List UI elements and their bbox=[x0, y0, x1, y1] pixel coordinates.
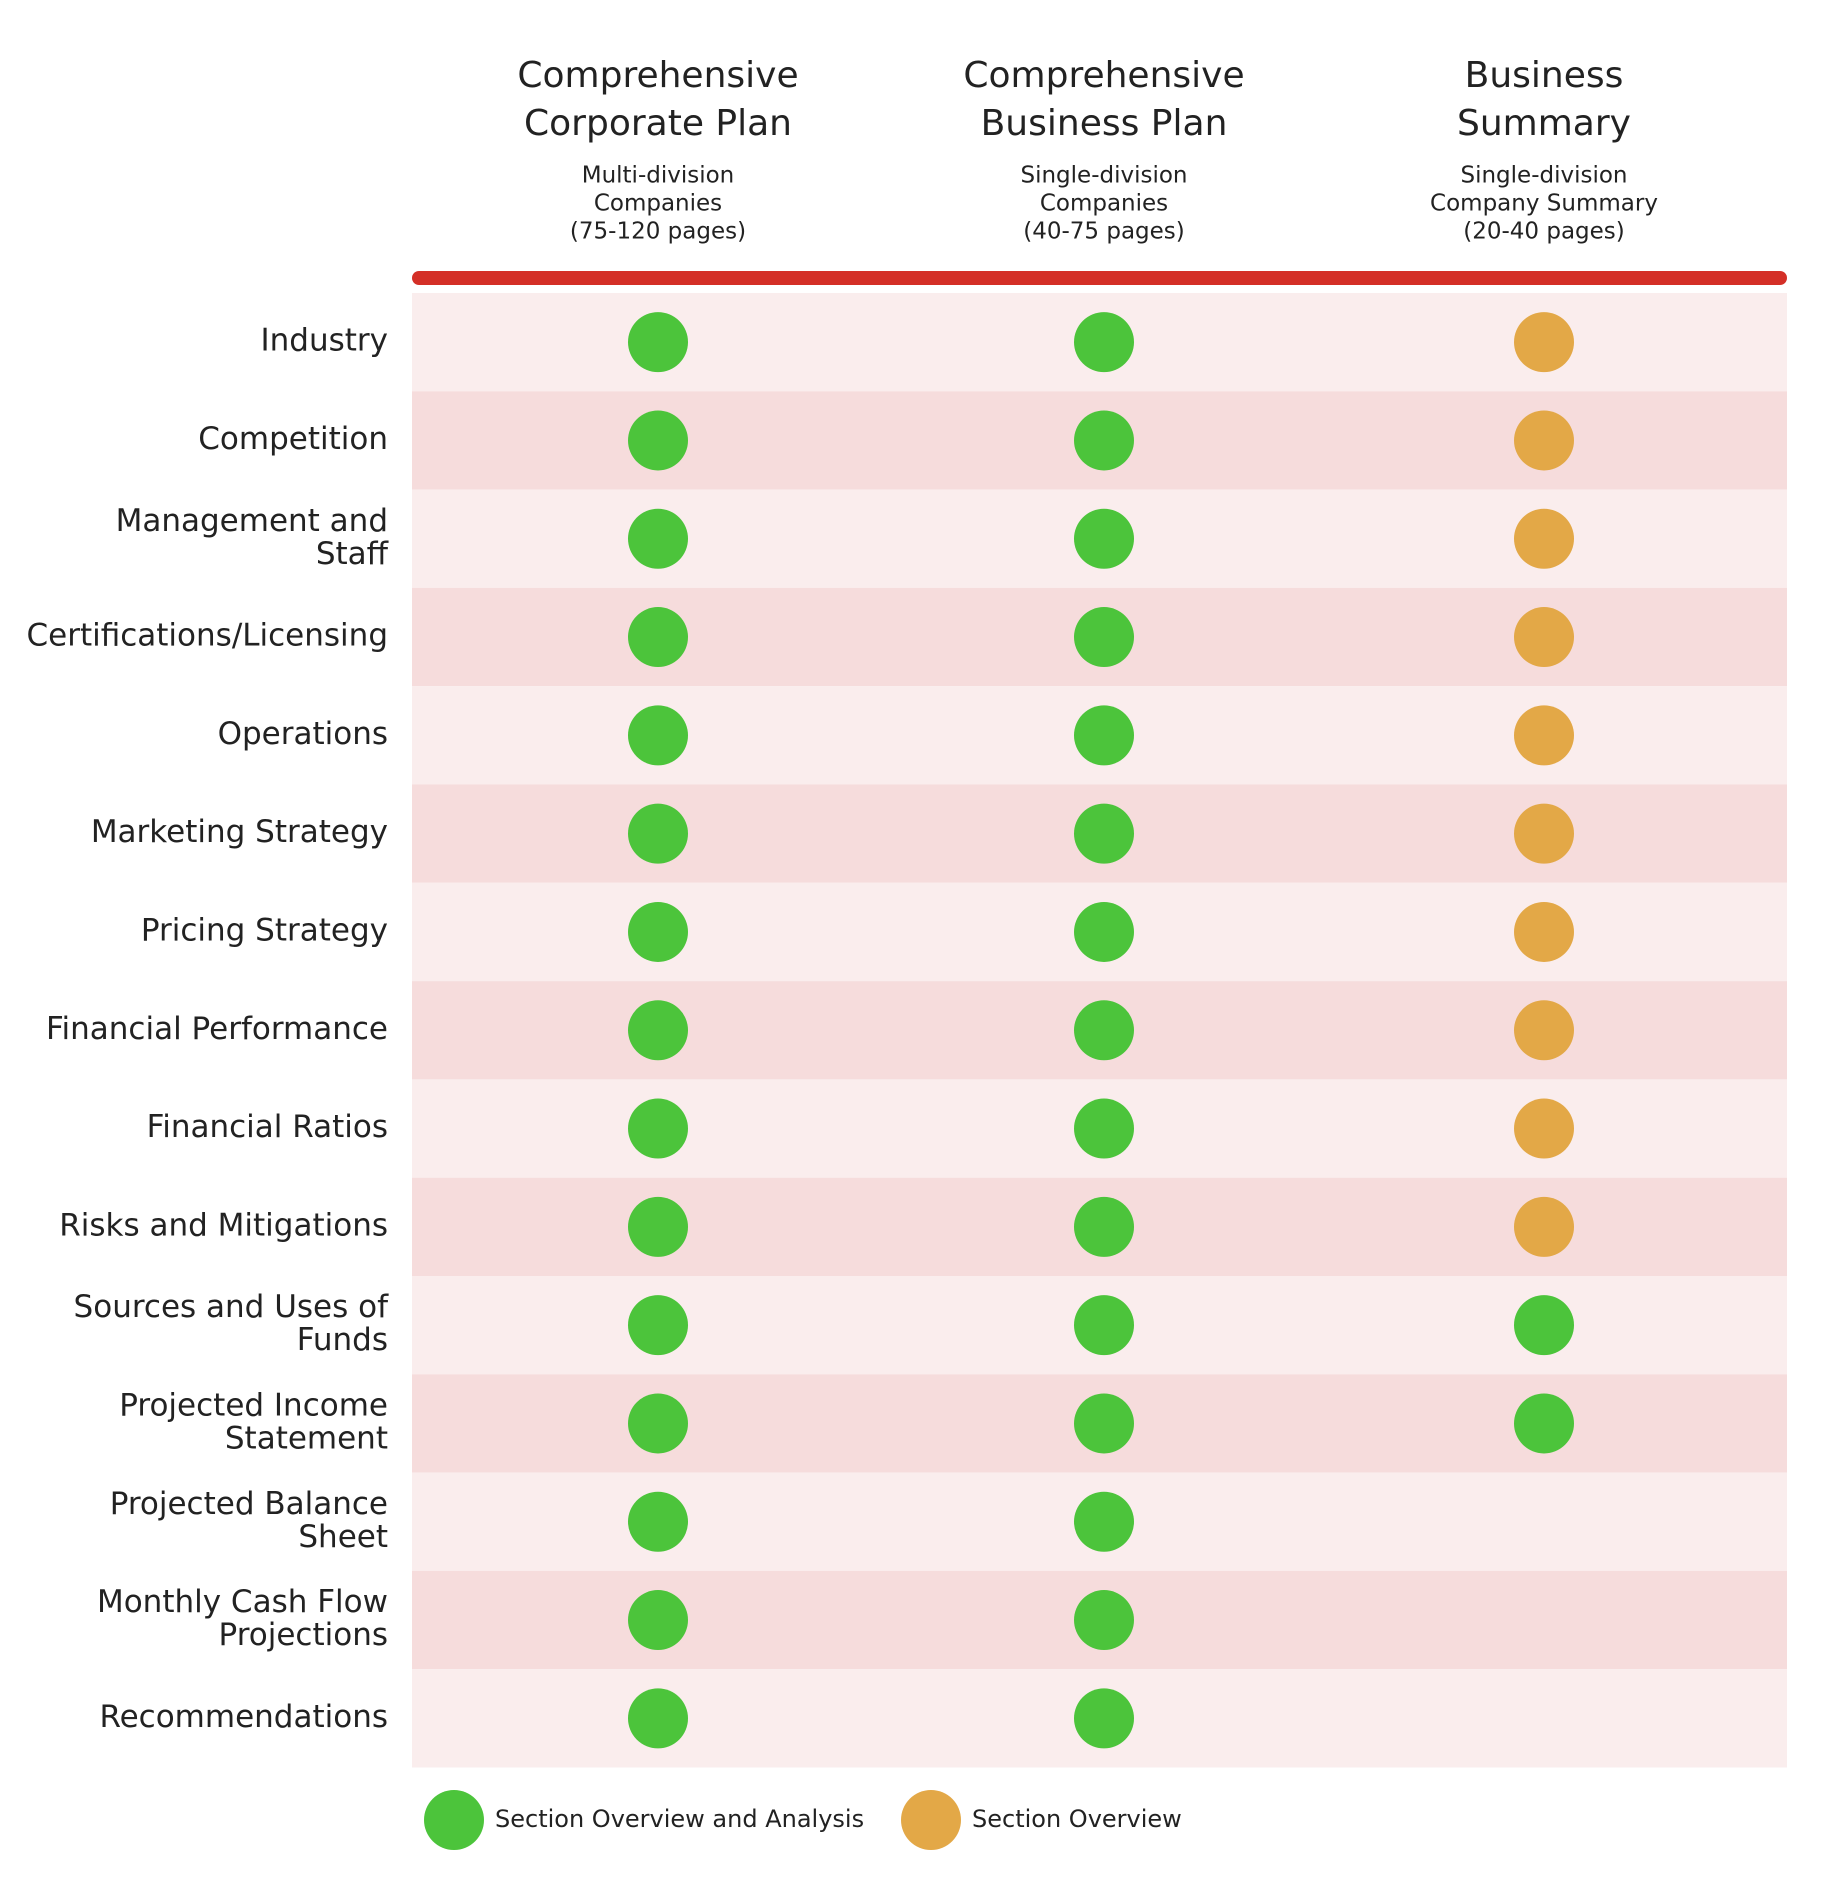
column-subtitle: (75-120 pages) bbox=[570, 219, 746, 245]
column-subtitle: Company Summary bbox=[1430, 191, 1658, 217]
row-label: Monthly Cash Flow bbox=[97, 1584, 388, 1620]
status-dot bbox=[1074, 1000, 1134, 1061]
column-subtitle: Single-division bbox=[1020, 163, 1187, 189]
status-dot bbox=[628, 607, 688, 668]
row-label: Projections bbox=[219, 1617, 388, 1653]
status-dot bbox=[1514, 1000, 1574, 1061]
status-dot bbox=[628, 705, 688, 766]
status-dot bbox=[1074, 312, 1134, 373]
status-dot bbox=[628, 312, 688, 373]
row-label: Marketing Strategy bbox=[91, 814, 388, 850]
status-dot bbox=[1074, 1196, 1134, 1257]
row-label: Certifications/Licensing bbox=[26, 618, 388, 654]
column-subtitle: Companies bbox=[1040, 191, 1168, 217]
status-dot bbox=[1074, 1393, 1134, 1454]
status-dot bbox=[1074, 901, 1134, 962]
row-label: Financial Performance bbox=[46, 1011, 388, 1047]
legend-label: Section Overview bbox=[972, 1805, 1182, 1833]
column-title: Summary bbox=[1457, 103, 1631, 144]
status-dot bbox=[1074, 607, 1134, 668]
row-label: Sheet bbox=[298, 1519, 388, 1555]
column-subtitle: Multi-division bbox=[582, 163, 735, 189]
status-dot bbox=[628, 1098, 688, 1159]
status-dot bbox=[1074, 1295, 1134, 1356]
column-title: Comprehensive bbox=[963, 55, 1244, 96]
status-dot bbox=[1074, 1688, 1134, 1749]
column-title: Comprehensive bbox=[517, 55, 798, 96]
row-label: Risks and Mitigations bbox=[59, 1207, 388, 1243]
column-subtitle: (20-40 pages) bbox=[1463, 219, 1625, 245]
row-label: Pricing Strategy bbox=[141, 912, 388, 948]
legend-swatch bbox=[424, 1790, 484, 1850]
row-label: Funds bbox=[297, 1322, 388, 1358]
status-dot bbox=[1514, 1196, 1574, 1257]
status-dot bbox=[1514, 1098, 1574, 1159]
status-dot bbox=[628, 901, 688, 962]
row-label: Management and bbox=[116, 503, 388, 539]
status-dot bbox=[1514, 901, 1574, 962]
column-subtitle: Single-division bbox=[1460, 163, 1627, 189]
status-dot bbox=[1514, 410, 1574, 471]
status-dot bbox=[1514, 508, 1574, 569]
status-dot bbox=[628, 1393, 688, 1454]
column-subtitle: (40-75 pages) bbox=[1023, 219, 1185, 245]
header-rule bbox=[412, 271, 1787, 285]
row-label: Projected Balance bbox=[110, 1486, 388, 1522]
status-dot bbox=[1514, 1295, 1574, 1356]
column-title: Business Plan bbox=[981, 103, 1228, 144]
status-dot bbox=[628, 1688, 688, 1749]
status-dot bbox=[628, 1196, 688, 1257]
status-dot bbox=[628, 410, 688, 471]
column-title: Business bbox=[1465, 55, 1624, 96]
row-label: Staff bbox=[316, 536, 389, 572]
status-dot bbox=[1074, 705, 1134, 766]
column-title: Corporate Plan bbox=[524, 103, 792, 144]
row-label: Projected Income bbox=[119, 1387, 388, 1423]
row-label: Sources and Uses of bbox=[74, 1289, 390, 1325]
status-dot bbox=[628, 1491, 688, 1552]
column-subtitle: Companies bbox=[594, 191, 722, 217]
status-dot bbox=[628, 1000, 688, 1061]
status-dot bbox=[1514, 312, 1574, 373]
status-dot bbox=[1514, 1393, 1574, 1454]
status-dot bbox=[628, 1295, 688, 1356]
status-dot bbox=[1514, 705, 1574, 766]
row-label: Statement bbox=[225, 1420, 388, 1456]
status-dot bbox=[1514, 803, 1574, 864]
status-dot bbox=[1074, 1491, 1134, 1552]
status-dot bbox=[628, 1590, 688, 1651]
status-dot bbox=[628, 508, 688, 569]
status-dot bbox=[1074, 803, 1134, 864]
row-label: Recommendations bbox=[99, 1699, 388, 1735]
status-dot bbox=[1514, 607, 1574, 668]
status-dot bbox=[1074, 410, 1134, 471]
legend-swatch bbox=[901, 1790, 961, 1850]
row-label: Operations bbox=[218, 716, 388, 752]
row-label: Industry bbox=[260, 323, 388, 359]
status-dot bbox=[1074, 508, 1134, 569]
legend-label: Section Overview and Analysis bbox=[495, 1805, 864, 1833]
status-dot bbox=[1074, 1590, 1134, 1651]
status-dot bbox=[1074, 1098, 1134, 1159]
row-label: Financial Ratios bbox=[147, 1109, 388, 1145]
row-label: Competition bbox=[198, 421, 388, 457]
status-dot bbox=[628, 803, 688, 864]
